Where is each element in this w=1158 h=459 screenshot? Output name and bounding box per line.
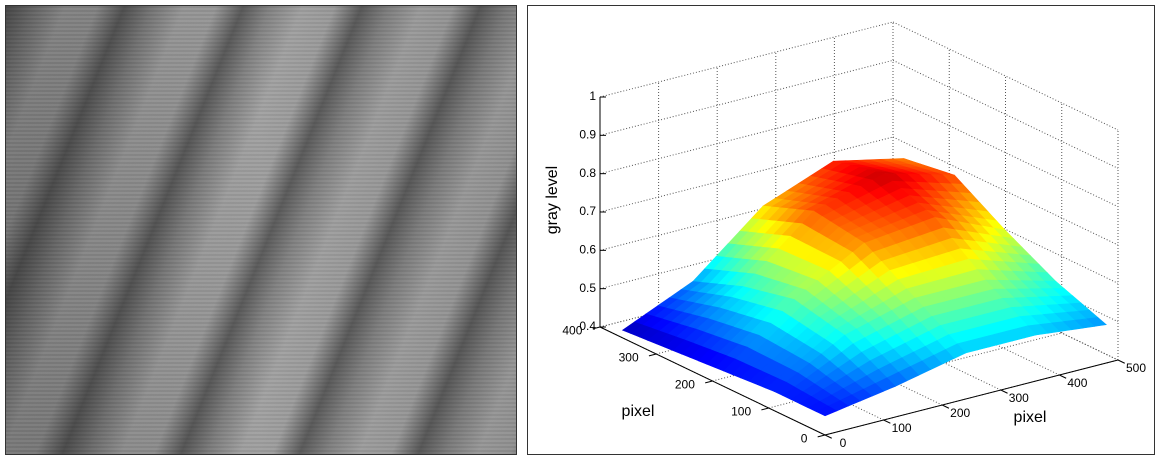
grid-line	[599, 21, 894, 98]
grid-line	[599, 59, 894, 136]
axis-line	[824, 359, 1119, 436]
grid-line	[892, 174, 1119, 284]
tick-mark	[1000, 389, 1008, 394]
z-tick-label: 0.5	[579, 281, 596, 295]
grayscale-photo	[5, 5, 517, 455]
tick-mark	[705, 380, 713, 384]
z-tick-label: 0.8	[579, 166, 596, 180]
axis-line	[599, 326, 826, 436]
y-tick-label: 400	[562, 324, 582, 338]
plot-frame	[527, 5, 1155, 455]
z-tick-label: 1	[589, 89, 596, 103]
grid-line	[768, 332, 1062, 409]
z-tick-label: 0.9	[579, 128, 596, 142]
z-axis-label: gray level	[544, 166, 561, 234]
tick-mark	[1059, 374, 1067, 379]
x-tick-label: 0	[840, 436, 847, 450]
z-tick-label: 0.6	[579, 243, 596, 257]
grid-line	[599, 136, 894, 213]
tick-mark	[941, 404, 950, 409]
tick-mark	[817, 434, 826, 438]
grid-line	[892, 136, 1119, 246]
y-tick-label: 300	[619, 351, 639, 365]
tick-mark	[761, 407, 769, 411]
x-tick-label: 300	[1009, 391, 1029, 405]
grid-line	[892, 251, 1119, 361]
x-tick-label: 200	[950, 406, 970, 420]
y-tick-label: 200	[675, 378, 695, 392]
tick-mark	[883, 419, 891, 424]
tick-mark	[592, 326, 601, 330]
grid-line	[892, 59, 1119, 169]
grid-line	[599, 98, 894, 175]
x-tick-label: 400	[1067, 376, 1087, 390]
tick-mark	[1117, 359, 1125, 364]
grid-line	[892, 98, 1119, 208]
z-tick-label: 0.7	[579, 204, 596, 218]
tick-mark	[824, 434, 832, 439]
grid-line	[892, 21, 1119, 131]
x-axis-label: pixel	[1014, 409, 1047, 426]
surface-patch	[815, 405, 838, 417]
z-tick-label: 0.4	[579, 319, 596, 333]
x-tick-label: 500	[1126, 361, 1146, 375]
x-tick-label: 100	[892, 421, 912, 435]
y-tick-label: 100	[731, 405, 751, 419]
tick-mark	[648, 353, 657, 357]
y-axis-label: pixel	[622, 403, 655, 420]
y-tick-label: 0	[801, 432, 808, 446]
